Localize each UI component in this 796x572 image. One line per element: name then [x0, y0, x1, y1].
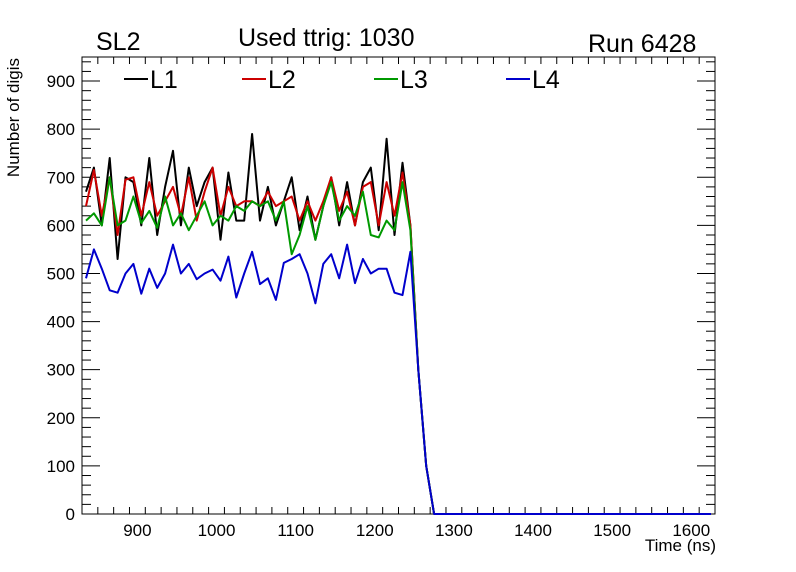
x-tick-label: 1300	[435, 521, 473, 540]
x-tick-label: 1400	[514, 521, 552, 540]
y-tick-label: 200	[47, 409, 75, 428]
superlayer-label: SL2	[96, 28, 141, 56]
x-tick-label: 1200	[356, 521, 394, 540]
x-tick-label: 900	[123, 521, 151, 540]
x-axis-label: Time (ns)	[645, 536, 716, 555]
x-tick-label: 1600	[672, 521, 710, 540]
x-tick-label: 1000	[198, 521, 236, 540]
legend-label-l3: L3	[400, 66, 428, 94]
run-number: Run 6428	[588, 30, 697, 58]
plot-frame	[81, 56, 716, 515]
series-line-l3	[85, 176, 711, 515]
axis-ticks	[81, 57, 716, 515]
legend-label-l4: L4	[532, 66, 560, 94]
y-tick-label: 700	[47, 168, 75, 187]
legend-label-l2: L2	[268, 66, 296, 94]
series-lines	[85, 133, 711, 515]
tick-labels: 900 1000 1100 1200 1300 1400 1500 1600 0 100 200 30…	[47, 72, 711, 540]
y-tick-label: 300	[47, 361, 75, 380]
legend: L1 L2 L3 L4	[124, 66, 560, 94]
y-tick-label: 800	[47, 120, 75, 139]
y-tick-label: 400	[47, 313, 75, 332]
y-tick-label: 100	[47, 457, 75, 476]
x-tick-label: 1500	[593, 521, 631, 540]
series-line-l4	[85, 243, 711, 515]
y-tick-label: 900	[47, 72, 75, 91]
legend-label-l1: L1	[150, 66, 178, 94]
x-tick-label: 1100	[277, 521, 314, 540]
y-tick-label: 600	[47, 216, 75, 235]
ttrig-title: Used ttrig: 1030	[238, 24, 415, 52]
y-axis-label: Number of digis	[4, 58, 23, 177]
y-tick-label: 0	[66, 505, 75, 524]
y-tick-label: 500	[47, 264, 75, 283]
